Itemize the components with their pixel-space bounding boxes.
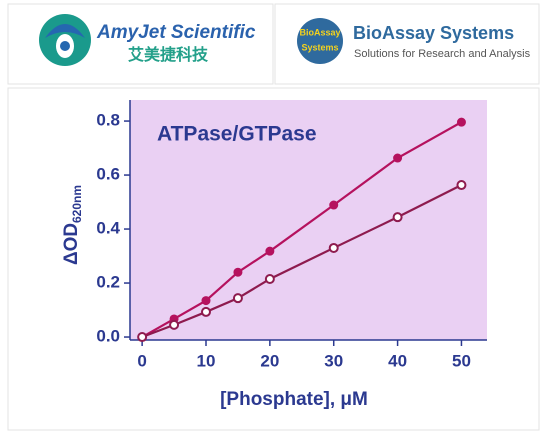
data-point bbox=[456, 117, 466, 127]
x-tick-label: 40 bbox=[388, 351, 407, 370]
data-point bbox=[392, 212, 403, 223]
amyjet-icon bbox=[39, 14, 91, 66]
y-tick-label: 0.8 bbox=[96, 111, 120, 130]
badge-top: BioAssay bbox=[299, 27, 340, 37]
amyjet-name: AmyJet Scientific bbox=[96, 22, 256, 43]
data-point bbox=[329, 200, 339, 210]
y-label-main: ΔOD bbox=[61, 223, 82, 265]
x-tick-label: 50 bbox=[452, 351, 471, 370]
data-point bbox=[137, 332, 148, 343]
bioassay-badge bbox=[297, 18, 343, 64]
data-point bbox=[265, 246, 275, 256]
data-point bbox=[328, 242, 339, 253]
data-point bbox=[201, 296, 211, 306]
data-point bbox=[200, 306, 211, 317]
x-tick-label: 0 bbox=[137, 351, 146, 370]
y-tick-label: 0.0 bbox=[96, 327, 120, 346]
data-point bbox=[233, 267, 243, 277]
bioassay-name: BioAssay Systems bbox=[353, 23, 514, 43]
x-axis-label: [Phosphate], μM bbox=[220, 389, 368, 410]
series-line bbox=[141, 184, 462, 339]
y-tick-label: 0.4 bbox=[96, 219, 120, 238]
data-point bbox=[264, 273, 275, 284]
y-tick-label: 0.2 bbox=[96, 273, 120, 292]
data-point bbox=[232, 293, 243, 304]
data-point bbox=[393, 153, 403, 163]
y-axis-label: ΔOD 620nm bbox=[61, 185, 84, 265]
chart-title: ATPase/GTPase bbox=[157, 123, 317, 146]
bioassay-tagline: Solutions for Research and Analysis bbox=[354, 48, 531, 60]
x-tick-label: 10 bbox=[197, 351, 216, 370]
x-tick-label: 20 bbox=[260, 351, 279, 370]
amyjet-chinese: 艾美捷科技 bbox=[128, 45, 209, 64]
series-line bbox=[141, 121, 462, 338]
data-point bbox=[456, 180, 467, 191]
y-label-sub: 620nm bbox=[70, 185, 84, 223]
x-tick-label: 30 bbox=[324, 351, 343, 370]
data-point bbox=[169, 319, 180, 330]
badge-bottom: Systems bbox=[301, 42, 338, 52]
y-tick-label: 0.6 bbox=[96, 165, 120, 184]
